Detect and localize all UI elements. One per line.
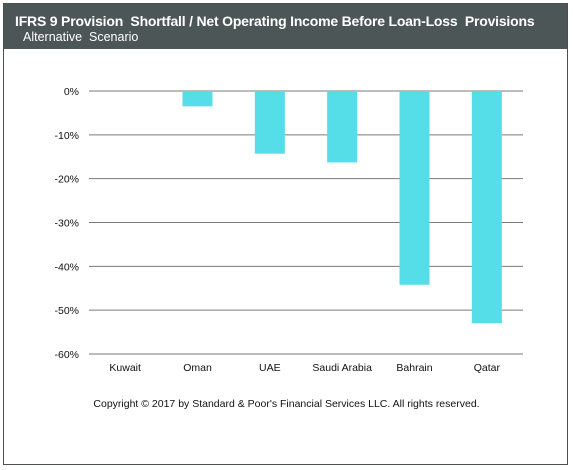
y-tick-label: -50%	[54, 305, 79, 317]
chart-header: IFRS 9 Provision Shortfall / Net Operati…	[4, 4, 567, 49]
bars	[182, 91, 502, 324]
y-tick-label: -10%	[54, 130, 79, 142]
y-tick-label: -20%	[54, 174, 79, 186]
x-tick-label: Saudi Arabia	[312, 362, 372, 374]
x-axis-tick-labels: Kuwait Oman UAE Saudi Arabia Bahrain Qatar	[109, 362, 500, 374]
x-tick-label: UAE	[259, 362, 281, 374]
chart-subtitle: Alternative Scenario	[23, 30, 139, 44]
gridlines	[89, 90, 523, 355]
y-tick-label: -60%	[54, 349, 79, 361]
x-tick-label: Oman	[183, 362, 212, 374]
bar-bahrain	[399, 91, 430, 285]
bar-oman	[182, 91, 213, 107]
bar-qatar	[471, 91, 502, 324]
y-axis-tick-labels: 0% -10% -20% -30% -40% -50% -60%	[54, 86, 79, 361]
y-tick-label: -30%	[54, 218, 79, 230]
bar-uae	[254, 91, 285, 154]
bar-saudi-arabia	[327, 91, 358, 163]
x-tick-label: Bahrain	[396, 362, 432, 374]
x-tick-label: Kuwait	[109, 362, 141, 374]
y-tick-label: 0%	[64, 86, 79, 98]
x-tick-label: Qatar	[474, 362, 501, 374]
copyright-notice: Copyright © 2017 by Standard & Poor's Fi…	[93, 398, 480, 410]
y-tick-label: -40%	[54, 261, 79, 273]
chart-title: IFRS 9 Provision Shortfall / Net Operati…	[15, 13, 535, 29]
